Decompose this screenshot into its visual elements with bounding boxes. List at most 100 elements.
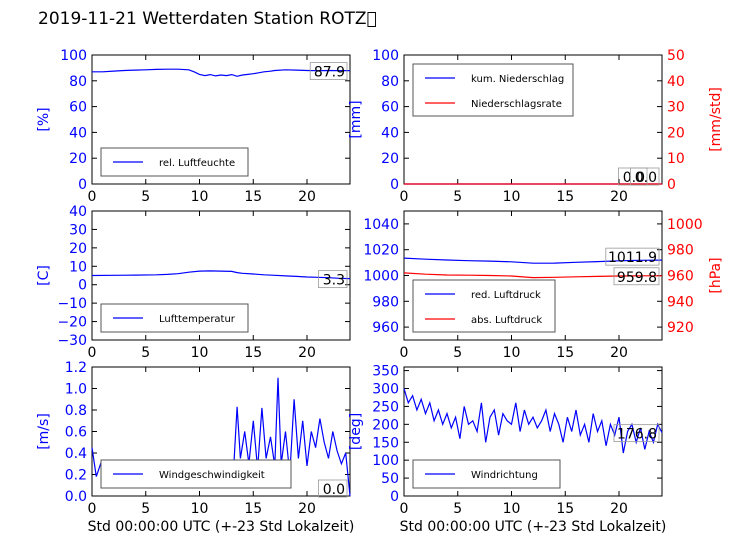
legend: Lufttemperatur [100, 303, 249, 333]
y-tick-label: 0 [390, 177, 399, 193]
legend: Windgeschwindigkeit [100, 459, 292, 489]
y-tick-label-right: 50 [667, 48, 685, 64]
y-tick-label: 1020 [363, 243, 399, 259]
x-tick-label: 15 [244, 189, 262, 205]
y-tick-label: 20 [69, 151, 87, 167]
legend: kum. Niederschlag Niederschlagsrate [412, 63, 574, 117]
value-label-box [605, 247, 660, 266]
y-tick-label: 0 [390, 489, 399, 505]
page-title: 2019-11-21 Wetterdaten Station ROTZ  [38, 9, 377, 29]
y-tick-label: 20 [381, 151, 399, 167]
legend: red. Luftdruck abs. Luftdruck [412, 279, 556, 333]
y-tick-label: −20 [57, 315, 87, 331]
x-tick-label: 5 [453, 345, 462, 361]
legend-label: Windrichtung [471, 470, 538, 481]
y-tick-label: −30 [57, 333, 87, 349]
legend: rel. Luftfeuchte [100, 147, 249, 177]
x-tick-label: 10 [503, 345, 521, 361]
value-label: 0.0 [323, 482, 345, 498]
x-tick-label: 5 [453, 189, 462, 205]
y-tick-label: 300 [372, 382, 399, 398]
legend-label: Lufttemperatur [159, 314, 236, 325]
x-tick-label: 0 [88, 501, 97, 517]
series-line-0 [403, 388, 663, 454]
y-tick-label: 1040 [363, 217, 399, 233]
x-tick-label: 10 [191, 501, 209, 517]
x-tick-label: 0 [88, 189, 97, 205]
x-tick-label: 15 [244, 345, 262, 361]
y-tick-label: 1000 [363, 269, 399, 285]
x-tick-label: 10 [503, 189, 521, 205]
y-tick-label-right: 20 [667, 125, 685, 141]
y-tick-label: 0.6 [65, 425, 87, 441]
y-tick-label: 250 [372, 399, 399, 415]
x-tick-label: 0 [88, 345, 97, 361]
y-tick-label: 100 [60, 48, 87, 64]
y-tick-label-right: 980 [667, 243, 694, 259]
x-tick-label: 20 [298, 189, 316, 205]
series-line-0 [403, 257, 663, 264]
x-tick-label: 15 [244, 501, 262, 517]
value-label: 3.3 [323, 273, 345, 289]
x-tick-label: 0 [400, 501, 409, 517]
x-tick-label: 20 [610, 501, 628, 517]
x-tick-label: 5 [141, 501, 150, 517]
y-tick-label: 40 [69, 125, 87, 141]
y-tick-label: 350 [372, 364, 399, 380]
series-line-1 [403, 272, 662, 279]
y-tick-label-right: 1000 [667, 217, 703, 233]
y-tick-label: 0.2 [65, 468, 87, 484]
y-axis-label: [%] [36, 107, 52, 131]
x-axis-label: Std 00:00:00 UTC (+-23 Std Lokalzeit) [400, 519, 667, 535]
y-tick-label: 100 [372, 453, 399, 469]
value-label-box [317, 270, 348, 289]
y-tick-label: 0.0 [65, 489, 87, 505]
y-tick-label: 20 [69, 241, 87, 257]
y-tick-label: −10 [57, 296, 87, 312]
value-label: 0.0 [623, 170, 645, 186]
y-tick-label: 0 [78, 278, 87, 294]
x-tick-label: 10 [191, 345, 209, 361]
y-tick-label-right: 960 [667, 269, 694, 285]
y-tick-label-right: 0 [667, 177, 676, 193]
y-axis-label: [mm] [348, 100, 364, 138]
y-tick-label-right: 10 [667, 151, 685, 167]
legend-frame [412, 63, 574, 117]
y-tick-label: 960 [372, 320, 399, 336]
y-tick-label: 40 [69, 204, 87, 220]
value-label: 87.9 [314, 65, 345, 81]
x-tick-label: 0 [400, 189, 409, 205]
x-tick-label: 10 [503, 501, 521, 517]
y-tick-label: 0 [78, 177, 87, 193]
y-tick-label: 0.4 [65, 446, 87, 462]
y-tick-label-right: 920 [667, 320, 694, 336]
legend-label: Niederschlagsrate [471, 99, 562, 110]
x-tick-label: 20 [298, 501, 316, 517]
x-tick-label: 5 [453, 501, 462, 517]
x-tick-label: 5 [141, 189, 150, 205]
value-label: 176.8 [617, 427, 657, 443]
y-tick-label-right: 940 [667, 294, 694, 310]
legend-label: rel. Luftfeuchte [159, 158, 235, 169]
value-label-box [613, 424, 660, 443]
y-axis-label: [C] [36, 265, 52, 286]
y-tick-label: 80 [69, 74, 87, 90]
y-tick-label-right: 40 [667, 74, 685, 90]
x-axis-label: Std 00:00:00 UTC (+-23 Std Lokalzeit) [88, 519, 355, 535]
x-tick-label: 15 [556, 189, 574, 205]
plot-frame [91, 54, 351, 185]
x-tick-label: 20 [610, 345, 628, 361]
x-tick-label: 10 [191, 189, 209, 205]
value-label-box [630, 167, 660, 186]
chart-windspeed: 0 5 10 15 20 0.0 0.2 0.4 0.6 0.8 1.0 1.2 [m/s] Std 00… [36, 360, 354, 535]
y-tick-label: 0.8 [65, 403, 87, 419]
chart-humidity: 0 5 10 15 20 0 20 40 60 80 100 [%] rel. Luftfeuchte 8… [36, 48, 351, 205]
y-tick-label: 60 [69, 100, 87, 116]
value-label-box [613, 267, 660, 286]
x-tick-label: 5 [141, 345, 150, 361]
y-tick-label: 100 [372, 48, 399, 64]
y-tick-label: 30 [69, 222, 87, 238]
value-label: 0.0 [635, 170, 657, 186]
